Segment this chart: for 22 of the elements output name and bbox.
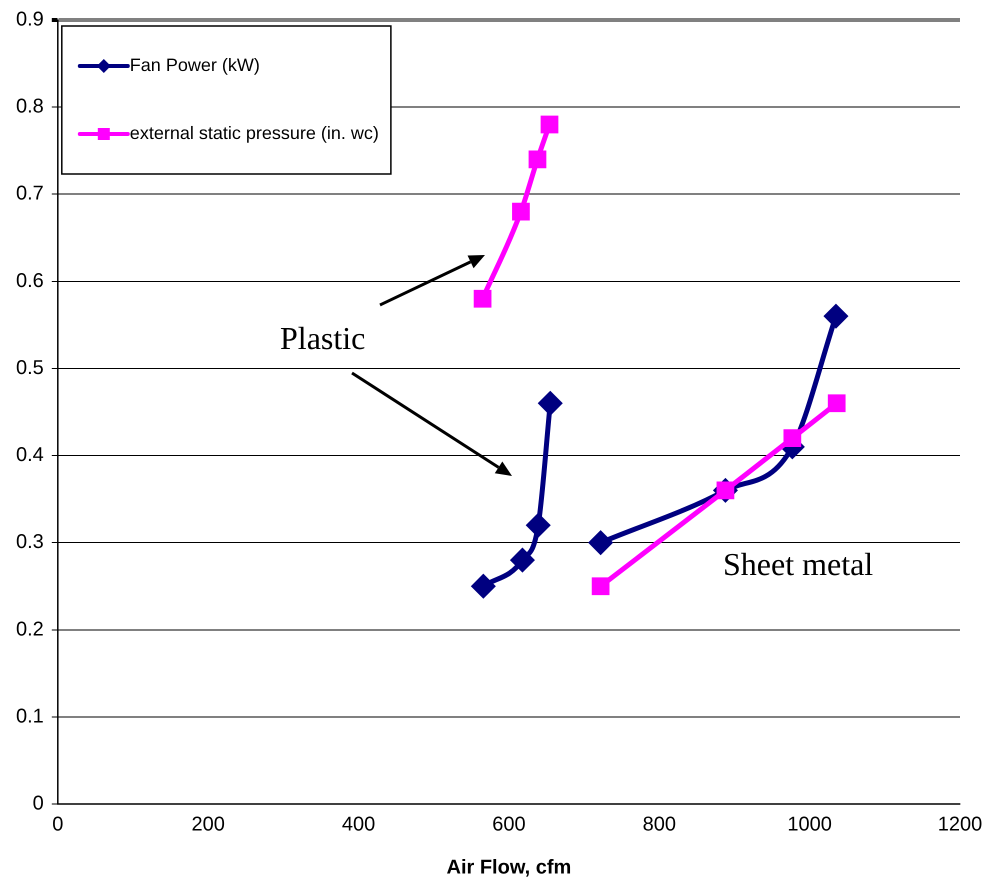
x-tick-label: 400 xyxy=(342,814,376,836)
y-tick-label: 0.4 xyxy=(16,444,44,466)
annotation: Sheet metal xyxy=(723,546,874,583)
x-tick-label: 200 xyxy=(191,814,225,836)
x-tick-label: 800 xyxy=(642,814,676,836)
y-tick-label: 0.7 xyxy=(16,182,44,205)
y-tick-label: 0.3 xyxy=(16,531,44,554)
legend-label: Fan Power (kW) xyxy=(130,54,260,75)
y-tick-label: 0.9 xyxy=(16,8,44,31)
x-axis-title: Air Flow, cfm xyxy=(446,856,572,879)
x-tick-label: 0 xyxy=(52,814,64,836)
x-tick-label: 600 xyxy=(492,814,526,836)
y-tick-label: 0.8 xyxy=(16,96,44,118)
y-tick-label: 0.5 xyxy=(16,356,44,379)
y-tick-label: 0.1 xyxy=(16,705,44,728)
y-tick-label: 0.2 xyxy=(16,618,44,640)
annotation: Plastic xyxy=(280,320,366,357)
y-tick-label: 0 xyxy=(32,792,44,815)
x-tick-label: 1200 xyxy=(938,814,982,836)
y-tick-label: 0.6 xyxy=(16,270,44,292)
x-tick-label: 1000 xyxy=(787,814,832,836)
legend-label: external static pressure (in. wc) xyxy=(130,122,379,143)
